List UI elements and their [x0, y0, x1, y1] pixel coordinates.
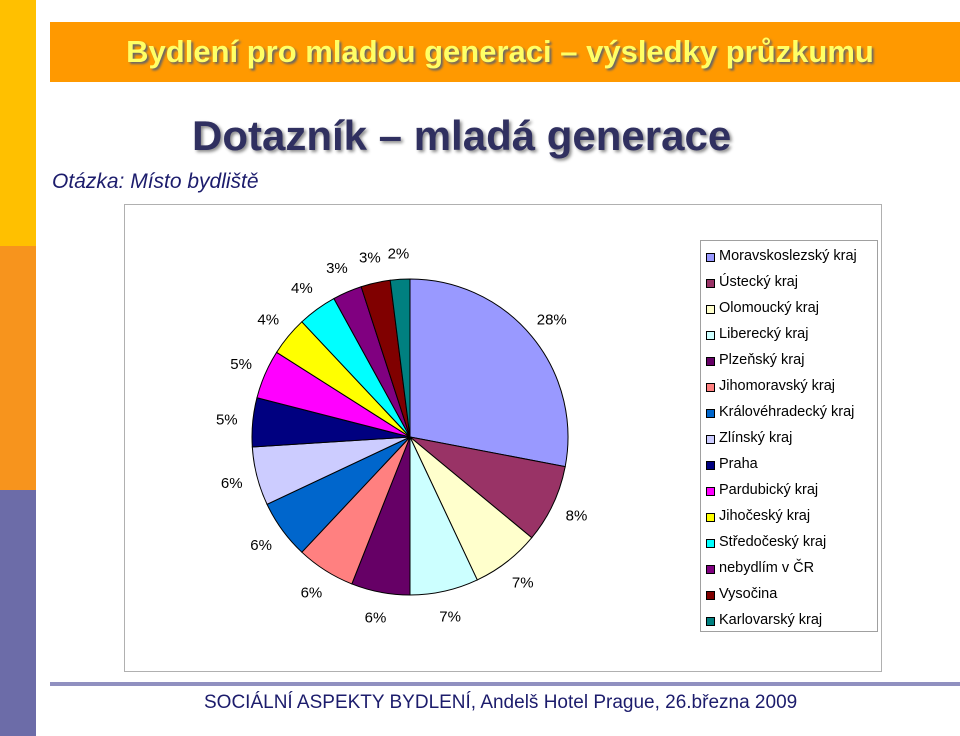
legend-item-7: Zlínský kraj [701, 427, 877, 453]
legend-swatch [706, 487, 715, 496]
legend-item-13: Vysočina [701, 583, 877, 609]
legend-swatch [706, 461, 715, 470]
pie-data-label-11: 4% [291, 280, 313, 297]
pie-data-label-3: 7% [439, 609, 461, 626]
legend-item-14: Karlovarský kraj [701, 609, 877, 635]
legend-item-8: Praha [701, 453, 877, 479]
pie-slice-14 [389, 278, 411, 438]
legend-swatch [706, 331, 715, 340]
pie-data-label-10: 4% [257, 312, 279, 329]
question-label: Otázka: Místo bydliště [52, 170, 259, 193]
legend-item-10: Jihočeský kraj [701, 505, 877, 531]
legend-item-12: nebydlím v ČR [701, 557, 877, 583]
legend-label: Praha [719, 456, 758, 472]
bottom-rule [50, 682, 960, 686]
legend-label: Zlínský kraj [719, 430, 793, 446]
legend-swatch [706, 539, 715, 548]
legend-swatch [706, 383, 715, 392]
legend-label: Jihomoravský kraj [719, 378, 836, 394]
chart-legend: Moravskoslezský kraj Ústecký kraj Olomouck… [700, 240, 878, 632]
legend-label: Královéhradecký kraj [719, 404, 855, 420]
legend-item-5: Jihomoravský kraj [701, 375, 877, 401]
legend-swatch [706, 435, 715, 444]
legend-swatch [706, 409, 715, 418]
pie-data-label-5: 6% [301, 584, 323, 601]
legend-swatch [706, 279, 715, 288]
legend-label: nebydlím v ČR [719, 560, 815, 576]
legend-item-6: Královéhradecký kraj [701, 401, 877, 427]
legend-label: Plzeňský kraj [719, 352, 805, 368]
legend-label: Středočeský kraj [719, 534, 827, 550]
pie-data-label-14: 2% [388, 245, 410, 262]
left-bar-yellow [0, 0, 36, 246]
banner-title: Bydlení pro mladou generaci – výsledky p… [126, 34, 874, 69]
title-banner [50, 22, 960, 82]
legend-swatch [706, 357, 715, 366]
left-bar-orange [0, 246, 36, 490]
pie-data-label-7: 6% [221, 475, 243, 492]
legend-label: Ústecký kraj [719, 274, 798, 290]
legend-label: Karlovarský kraj [719, 612, 823, 628]
pie-data-label-4: 6% [365, 610, 387, 627]
pie-data-label-6: 6% [250, 537, 272, 554]
pie-data-label-13: 3% [359, 249, 381, 266]
pie-data-label-8: 5% [216, 412, 238, 429]
legend-item-2: Olomoucký kraj [701, 297, 877, 323]
pie-data-label-9: 5% [230, 356, 252, 373]
legend-swatch [706, 565, 715, 574]
slide-subtitle: Dotazník – mladá generace [192, 112, 732, 159]
legend-swatch [706, 305, 715, 314]
legend-item-0: Moravskoslezský kraj [701, 245, 877, 271]
legend-swatch [706, 253, 715, 262]
pie-data-label-0: 28% [537, 312, 567, 329]
pie-slice-0 [409, 278, 569, 468]
legend-label: Olomoucký kraj [719, 300, 819, 316]
legend-swatch [706, 513, 715, 522]
legend-swatch [706, 591, 715, 600]
legend-swatch [706, 617, 715, 626]
left-bar-blue [0, 490, 36, 736]
legend-label: Vysočina [719, 586, 778, 602]
legend-label: Pardubický kraj [719, 482, 819, 498]
legend-item-9: Pardubický kraj [701, 479, 877, 505]
legend-item-1: Ústecký kraj [701, 271, 877, 297]
legend-item-4: Plzeňský kraj [701, 349, 877, 375]
legend-item-11: Středočeský kraj [701, 531, 877, 557]
legend-label: Jihočeský kraj [719, 508, 811, 524]
legend-label: Liberecký kraj [719, 326, 809, 342]
legend-item-3: Liberecký kraj [701, 323, 877, 349]
pie-data-label-12: 3% [326, 260, 348, 277]
pie-data-label-2: 7% [512, 574, 534, 591]
legend-label: Moravskoslezský kraj [719, 248, 857, 264]
pie-data-label-1: 8% [566, 507, 588, 524]
footer-text: SOCIÁLNÍ ASPEKTY BYDLENÍ, Andelš Hotel P… [204, 692, 798, 713]
